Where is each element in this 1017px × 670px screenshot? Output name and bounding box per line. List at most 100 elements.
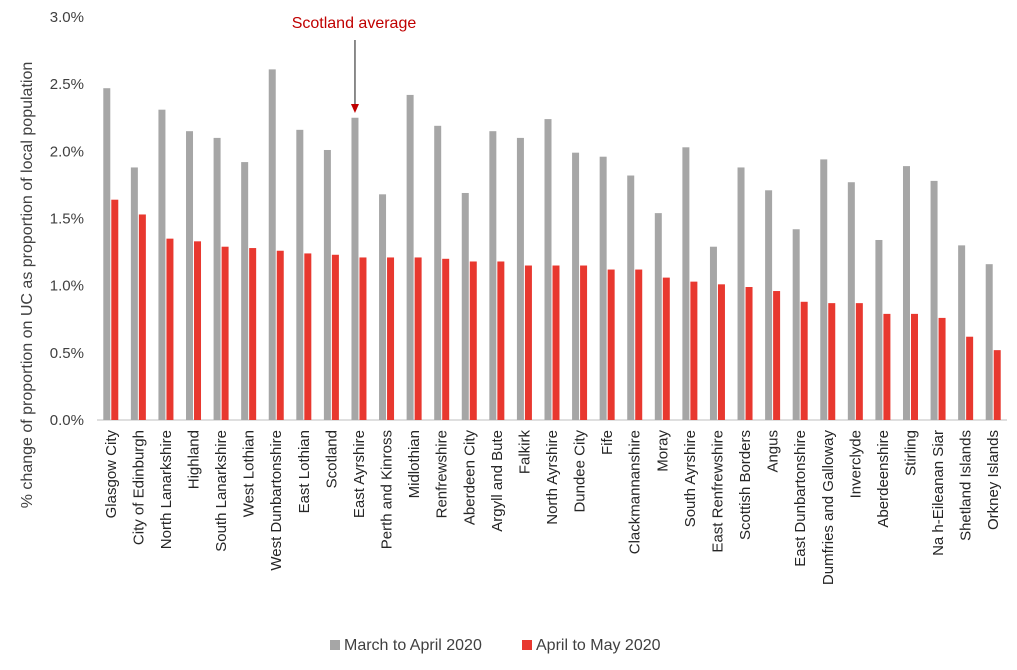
x-tick-label: North Lanarkshire bbox=[158, 430, 175, 549]
x-tick-label: Stirling bbox=[902, 430, 919, 476]
bar-march-april bbox=[351, 117, 359, 420]
bar-march-april bbox=[544, 119, 552, 421]
x-tick-label: Fife bbox=[599, 430, 616, 455]
bar-april-may bbox=[800, 301, 808, 420]
bar-april-may bbox=[359, 257, 367, 420]
bar-april-may bbox=[387, 257, 395, 420]
legend-label: April to May 2020 bbox=[536, 637, 661, 654]
bar-april-may bbox=[249, 248, 257, 420]
bar-march-april bbox=[654, 213, 662, 420]
x-tick-label: Scottish Borders bbox=[737, 430, 754, 540]
bar-april-may bbox=[111, 199, 119, 420]
x-tick-label: Scotland bbox=[323, 430, 340, 488]
x-tick-label: Perth and Kinross bbox=[379, 430, 396, 549]
annotation: Scotland average bbox=[292, 15, 417, 113]
bar-april-may bbox=[883, 313, 891, 420]
bar-march-april bbox=[930, 180, 938, 420]
x-tick-label: Aberdeen City bbox=[461, 430, 478, 526]
bar-march-april bbox=[130, 167, 138, 420]
x-tick-label: Shetland Islands bbox=[958, 430, 975, 541]
bar-march-april bbox=[958, 245, 966, 420]
bar-march-april bbox=[737, 167, 745, 420]
y-tick-label: 1.5% bbox=[50, 211, 84, 228]
annotation-arrowhead bbox=[350, 104, 359, 113]
bar-april-may bbox=[414, 257, 422, 420]
x-tick-label: Na h-Eileanan Siar bbox=[930, 430, 947, 556]
bar-april-may bbox=[910, 313, 918, 420]
bar-april-may bbox=[690, 281, 698, 420]
bar-april-may bbox=[580, 265, 588, 420]
bar-april-may bbox=[773, 291, 781, 420]
x-tick-label: Dundee City bbox=[572, 430, 589, 513]
bar-march-april bbox=[323, 149, 331, 421]
bar-april-may bbox=[635, 269, 643, 420]
x-tick-label: West Lothian bbox=[241, 430, 258, 517]
bar-march-april bbox=[241, 162, 249, 420]
bar-april-may bbox=[828, 303, 836, 420]
y-tick-label: 1.0% bbox=[50, 278, 84, 295]
x-tick-label: South Ayrshire bbox=[682, 430, 699, 527]
bar-april-may bbox=[194, 241, 202, 420]
bar-april-may bbox=[552, 265, 560, 420]
x-tick-label: Moray bbox=[654, 430, 671, 472]
x-tick-label: Inverclyde bbox=[847, 430, 864, 498]
bar-april-may bbox=[662, 277, 670, 420]
bar-march-april bbox=[461, 192, 469, 420]
bar-march-april bbox=[682, 147, 690, 420]
bar-april-may bbox=[855, 303, 863, 420]
legend-label: March to April 2020 bbox=[344, 637, 482, 654]
legend: March to April 2020 April to May 2020 bbox=[330, 637, 661, 654]
x-tick-label: Angus bbox=[765, 430, 782, 473]
x-tick-label: City of Edinburgh bbox=[130, 430, 147, 545]
annotation-label: Scotland average bbox=[292, 15, 417, 32]
x-tick-label: East Dunbartonshire bbox=[792, 430, 809, 567]
bar-april-may bbox=[276, 250, 284, 420]
bar-april-may bbox=[304, 253, 312, 420]
plot-area: 0.0% 0.5% 1.0% 1.5% 2.0% 2.5% 3.0% Glasgow City… bbox=[50, 9, 1007, 585]
bar-march-april bbox=[379, 194, 387, 420]
bar-april-may bbox=[966, 336, 974, 420]
x-tick-label: Renfrewshire bbox=[434, 430, 451, 518]
bar-march-april bbox=[296, 129, 304, 420]
x-tick-label: Highland bbox=[186, 430, 203, 489]
x-tick-label: Glasgow City bbox=[103, 430, 120, 519]
bar-april-may bbox=[717, 284, 725, 420]
bar-march-april bbox=[792, 229, 800, 420]
bar-march-april bbox=[599, 156, 607, 420]
bar-march-april bbox=[406, 94, 414, 420]
y-tick-label: 0.5% bbox=[50, 345, 84, 362]
bar-march-april bbox=[627, 175, 635, 420]
bar-april-may bbox=[745, 287, 753, 420]
bar-march-april bbox=[158, 109, 166, 420]
bar-march-april bbox=[709, 246, 717, 420]
x-tick-label: Argyll and Bute bbox=[489, 430, 506, 532]
bar-april-may bbox=[524, 265, 532, 420]
bar-march-april bbox=[516, 137, 524, 420]
x-tick-label: Dumfries and Galloway bbox=[820, 430, 837, 586]
x-tick-label: East Renfrewshire bbox=[709, 430, 726, 553]
bar-march-april bbox=[572, 152, 580, 420]
bar-april-may bbox=[138, 214, 146, 420]
x-tick-label: Falkirk bbox=[516, 430, 533, 475]
bar-march-april bbox=[847, 182, 855, 420]
bar-march-april bbox=[103, 88, 111, 421]
legend-swatch bbox=[522, 640, 532, 650]
bar-march-april bbox=[489, 131, 497, 420]
bar-april-may bbox=[166, 238, 174, 420]
bar-march-april bbox=[213, 137, 221, 420]
bar-april-may bbox=[993, 350, 1001, 420]
bar-march-april bbox=[186, 131, 194, 420]
x-tick-label: Orkney Islands bbox=[985, 430, 1002, 530]
y-tick-label: 3.0% bbox=[50, 9, 84, 26]
x-tick-label: East Ayrshire bbox=[351, 430, 368, 518]
bar-march-april bbox=[434, 125, 442, 420]
bar-march-april bbox=[820, 159, 828, 421]
y-tick-label: 2.5% bbox=[50, 76, 84, 93]
bar-april-may bbox=[442, 258, 450, 420]
x-tick-label: Aberdeenshire bbox=[875, 430, 892, 528]
bar-april-may bbox=[497, 261, 505, 420]
x-tick-label: East Lothian bbox=[296, 430, 313, 513]
y-axis-title: % change of proportion on UC as proporti… bbox=[19, 62, 36, 509]
x-tick-label: North Ayrshire bbox=[544, 430, 561, 525]
